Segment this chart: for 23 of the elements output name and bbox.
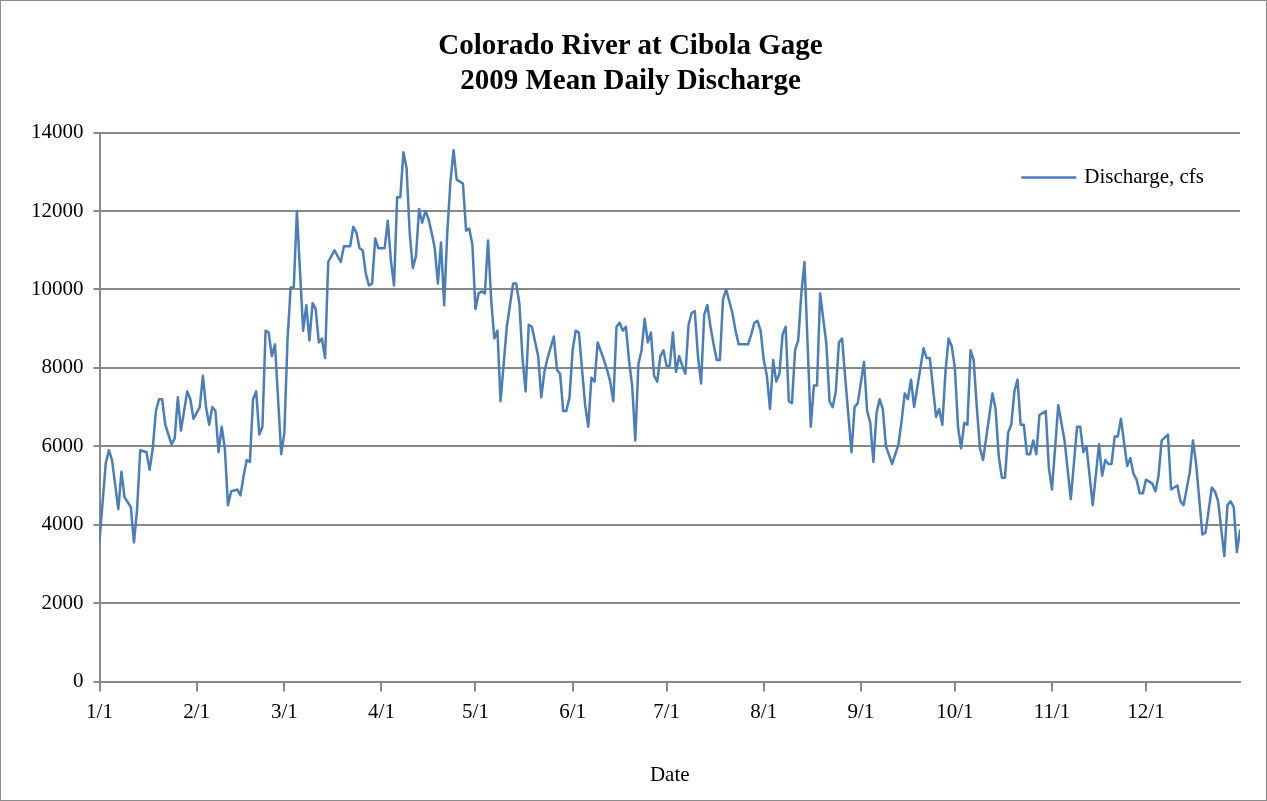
x-tick-label: 7/1 — [653, 698, 681, 723]
x-tick-label: 5/1 — [462, 698, 489, 723]
y-tick-label: 12000 — [31, 197, 84, 222]
y-tick-label: 2000 — [41, 589, 84, 614]
y-tick-label: 8000 — [41, 354, 84, 379]
x-tick-label: 4/1 — [368, 698, 395, 723]
x-tick-label: 10/1 — [936, 698, 974, 723]
x-axis-title: Date — [649, 761, 690, 786]
x-tick-label: 2/1 — [183, 698, 211, 723]
x-tick-label: 6/1 — [559, 698, 587, 723]
x-tick-label: 3/1 — [270, 698, 298, 723]
y-tick-label: 6000 — [41, 432, 84, 457]
y-tick-label: 10000 — [31, 275, 84, 300]
x-tick-label: 1/1 — [86, 698, 113, 723]
legend-label: Discharge, cfs — [1084, 164, 1205, 189]
y-tick-label: 14000 — [31, 119, 84, 144]
x-tick-label: 12/1 — [1127, 698, 1165, 723]
x-tick-label: 9/1 — [847, 698, 875, 723]
x-tick-label: 11/1 — [1033, 698, 1071, 723]
y-tick-label: 4000 — [41, 511, 84, 536]
chart-title: Colorado River at Cibola Gage 2009 Mean Daily Discharge — [438, 27, 823, 95]
y-tick-label: 0 — [73, 668, 84, 693]
x-tick-label: 8/1 — [750, 698, 778, 723]
